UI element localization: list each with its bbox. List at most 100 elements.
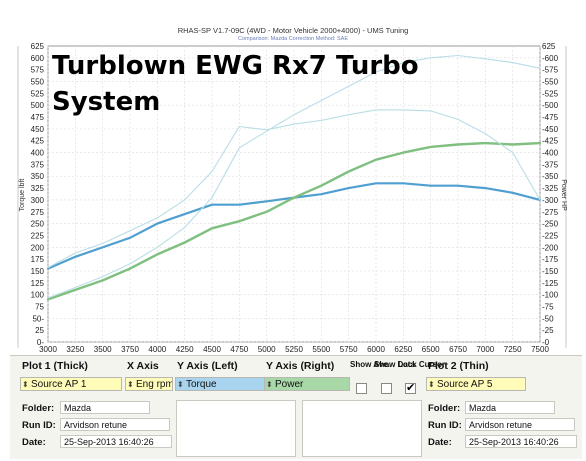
- left-folder-label: Folder:: [22, 403, 55, 414]
- y-tick-label-right: -200: [542, 243, 559, 252]
- y-tick-label-right: -475: [542, 113, 559, 122]
- x-tick-label: 6250: [394, 345, 412, 354]
- x-tick-label: 4000: [148, 345, 166, 354]
- y-tick-label-left: 100: [31, 291, 45, 300]
- notes-box-right: [302, 400, 422, 457]
- yright-value: Power: [275, 379, 304, 390]
- plot1-label: Plot 1 (Thick): [22, 360, 88, 372]
- x-tick-label: 3500: [94, 345, 112, 354]
- y-tick-label-left: 0-: [37, 338, 44, 347]
- x-tick-label: 6000: [367, 345, 385, 354]
- x-tick-label: 6750: [449, 345, 467, 354]
- left-folder-field: Mazda: [60, 401, 150, 414]
- y-tick-label-left: 175: [31, 255, 45, 264]
- x-tick-label: 6500: [422, 345, 440, 354]
- series-line-2: [46, 141, 542, 301]
- y-tick-label-right: -325: [542, 184, 559, 193]
- xaxis-label: X Axis: [127, 360, 159, 372]
- x-tick-label: 4750: [230, 345, 248, 354]
- y-tick-label-right: -75: [542, 302, 554, 311]
- y-tick-label-left: 575: [31, 66, 45, 75]
- y-tick-label-left: 75: [35, 302, 44, 311]
- spinner-icon: ⬍: [22, 380, 29, 389]
- yleft-label: Y Axis (Left): [177, 360, 238, 372]
- plot2-source-select[interactable]: ⬍ Source AP 5: [426, 377, 526, 391]
- left-date-field: 25-Sep-2013 16:40:26: [60, 435, 172, 448]
- yright-select[interactable]: ⬍ Power: [264, 377, 350, 391]
- left-runid-field: Arvidson retune: [60, 418, 170, 431]
- y-tick-label-right: -425: [542, 137, 559, 146]
- left-runid-label: Run ID:: [22, 420, 56, 431]
- show-ave-checkbox[interactable]: [356, 383, 367, 394]
- y-tick-label-left: 150: [31, 267, 45, 276]
- lock-cursor-checkbox[interactable]: ✔: [405, 382, 416, 394]
- x-tick-label: 5000: [258, 345, 276, 354]
- plot1-source-value: Source AP 1: [31, 379, 87, 390]
- y-tick-label-left: 550: [31, 78, 45, 87]
- y-tick-label-left: 250: [31, 220, 45, 229]
- y-tick-label-left: 475: [31, 113, 45, 122]
- y-tick-label-right: -525: [542, 89, 559, 98]
- y-tick-label-left: 325: [31, 184, 45, 193]
- y-tick-label-right: -350: [542, 172, 559, 181]
- x-tick-label: 3250: [66, 345, 84, 354]
- series-line-3: [47, 109, 541, 269]
- y-tick-label-left: 450: [31, 125, 45, 134]
- x-tick-label: 5750: [340, 345, 358, 354]
- right-date-field: 25-Sep-2013 16:40:26: [465, 435, 577, 448]
- xaxis-select[interactable]: ⬍ Eng rpm: [125, 377, 173, 391]
- plot2-label: Plot 2 (Thin): [428, 360, 489, 372]
- chart-header-subtitle: Comparison: Mazda Correction Method: SAE: [237, 36, 349, 42]
- y-tick-label-right: -25: [542, 326, 554, 335]
- y-axis-label-right: Power HP: [560, 179, 567, 211]
- right-runid-field: Arvidson retune: [465, 418, 575, 431]
- y-tick-label-right: -125: [542, 279, 559, 288]
- y-tick-label-right: -375: [542, 160, 559, 169]
- y-tick-label-right: -450: [542, 125, 559, 134]
- y-tick-label-right: -175: [542, 255, 559, 264]
- y-tick-label-left: 500: [31, 101, 45, 110]
- show-data-label: Show Data: [374, 360, 415, 369]
- y-tick-label-left: 200: [31, 243, 45, 252]
- x-tick-label: 7500: [531, 345, 549, 354]
- x-tick-label: 4250: [176, 345, 194, 354]
- yright-label: Y Axis (Right): [266, 360, 335, 372]
- y-axis-label-left: Torque lbft: [19, 179, 26, 212]
- x-tick-label: 5500: [312, 345, 330, 354]
- x-tick-label: 7000: [476, 345, 494, 354]
- yleft-select[interactable]: ⬍ Torque: [175, 377, 267, 391]
- y-tick-label-left: 50-: [32, 314, 44, 323]
- show-data-checkbox[interactable]: [381, 383, 392, 394]
- plot1-source-select[interactable]: ⬍ Source AP 1: [20, 377, 122, 391]
- y-tick-label-right: -400: [542, 149, 559, 158]
- y-tick-label-right: -250: [542, 220, 559, 229]
- y-tick-label-right: -275: [542, 208, 559, 217]
- y-tick-label-right: -225: [542, 231, 559, 240]
- xaxis-value: Eng rpm: [136, 379, 173, 390]
- spinner-icon: ⬍: [177, 380, 184, 389]
- left-date-label: Date:: [22, 437, 46, 448]
- y-tick-label-right: -500: [542, 101, 559, 110]
- right-date-label: Date:: [428, 437, 452, 448]
- chart-header-title: RHAS-SP V1.7-09C (4WD - Motor Vehicle 20…: [177, 26, 409, 35]
- overlay-caption: Turblown EWG Rx7 Turbo System: [52, 48, 432, 120]
- y-tick-label-left: 300: [31, 196, 45, 205]
- overlay-line-1: Turblown EWG Rx7 Turbo: [52, 51, 419, 81]
- y-tick-label-right: -50: [542, 314, 554, 323]
- y-tick-label-left: 25: [35, 326, 44, 335]
- plot2-source-value: Source AP 5: [437, 379, 493, 390]
- series-line-4: [47, 54, 541, 299]
- y-tick-label-right: -0: [542, 338, 550, 347]
- x-tick-label: 3750: [121, 345, 139, 354]
- y-tick-label-left: 225: [31, 231, 45, 240]
- y-tick-label-right: 625: [542, 42, 556, 51]
- y-tick-label-right: -300: [542, 196, 559, 205]
- notes-box-left: [176, 400, 296, 457]
- y-tick-label-right: -575: [542, 66, 559, 75]
- y-tick-label-right: -550: [542, 78, 559, 87]
- right-folder-label: Folder:: [428, 403, 461, 414]
- show-ave-label: Show Ave.: [350, 360, 390, 369]
- y-tick-label-left: 375: [31, 160, 45, 169]
- y-tick-label-left: 275: [31, 208, 45, 217]
